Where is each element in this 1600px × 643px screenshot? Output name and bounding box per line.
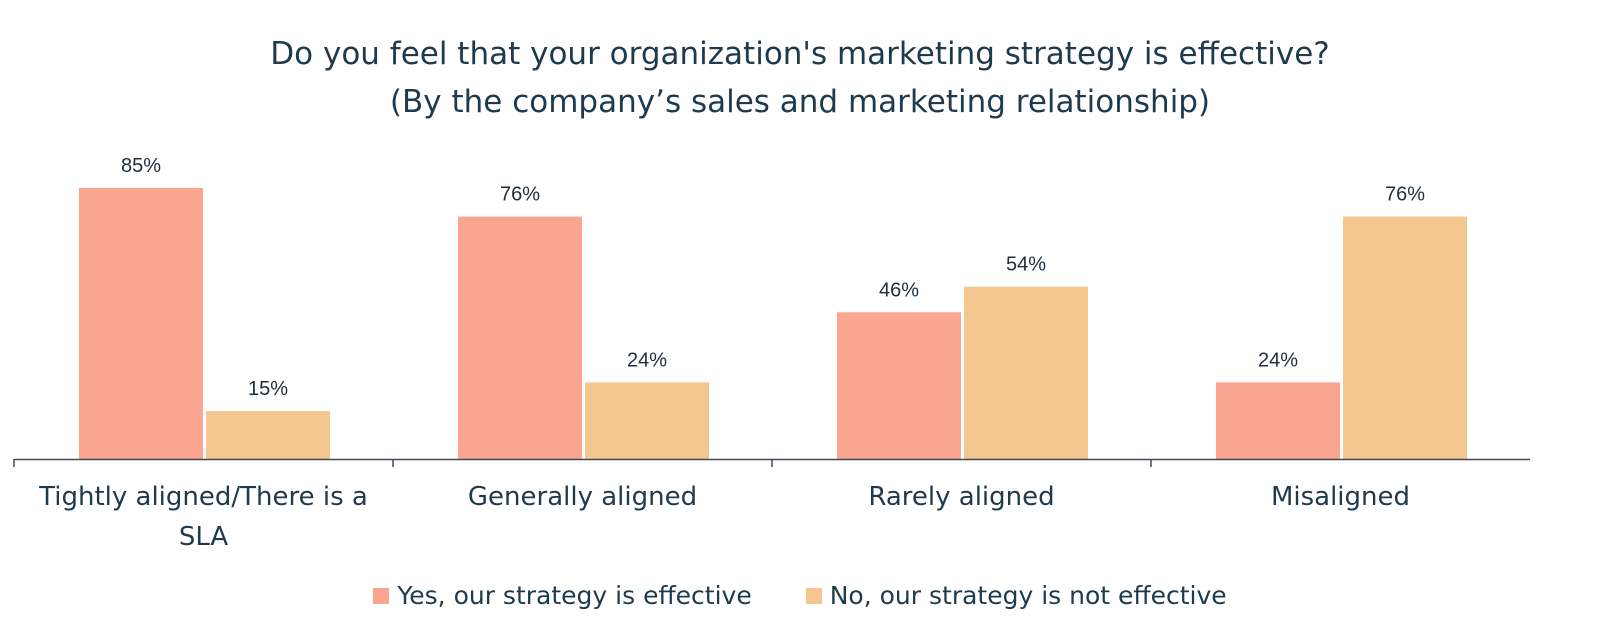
chart-title: Do you feel that your organization's mar… — [270, 36, 1330, 72]
x-tick-label-line: Tightly aligned/There is a — [38, 482, 368, 512]
x-tick-label-line: SLA — [179, 522, 229, 552]
x-tick-label-3: Rarely aligned — [868, 482, 1054, 512]
data-label-no-1: 15% — [248, 378, 288, 400]
x-tick-label-4: Misaligned — [1271, 482, 1410, 512]
x-tick-label-line: Generally aligned — [468, 482, 697, 512]
x-tick-label-1: Tightly aligned/There is a SLA — [38, 482, 368, 552]
bar-yes-4 — [1216, 382, 1340, 459]
data-label-no-2: 24% — [627, 349, 667, 371]
chart-subtitle: (By the company’s sales and marketing re… — [389, 84, 1211, 120]
x-tick-label-line: Misaligned — [1271, 482, 1410, 512]
legend-swatch-no — [805, 587, 822, 604]
x-tick-label-2: Generally aligned — [468, 482, 697, 512]
legend-swatch-yes — [373, 587, 390, 604]
bar-yes-2 — [458, 216, 582, 459]
legend-item-yes: Yes, our strategy is effective — [373, 581, 752, 610]
bar-no-1 — [206, 411, 330, 459]
x-tick-label-line: Rarely aligned — [868, 482, 1054, 512]
bar-no-4 — [1343, 216, 1467, 459]
legend-label-yes: Yes, our strategy is effective — [397, 581, 752, 610]
chart-title-block: Do you feel that your organization's mar… — [0, 30, 1600, 126]
legend-label-no: No, our strategy is not effective — [829, 581, 1227, 610]
data-label-yes-2: 76% — [500, 184, 540, 206]
bar-no-2 — [585, 382, 709, 459]
bar-yes-1 — [79, 187, 203, 459]
legend-item-no: No, our strategy is not effective — [805, 581, 1227, 610]
data-label-yes-4: 24% — [1258, 349, 1298, 371]
legend: Yes, our strategy is effective No, our s… — [0, 581, 1600, 610]
data-label-no-3: 54% — [1006, 254, 1046, 276]
data-label-yes-1: 85% — [121, 155, 161, 177]
data-label-no-4: 76% — [1385, 184, 1425, 206]
data-label-yes-3: 46% — [879, 279, 919, 301]
bar-chart: 85% 15% 76% 24% 46% 54% 24% 76% Tightly aligned/… — [13, 155, 1530, 552]
bar-no-3 — [964, 286, 1088, 459]
bar-yes-3 — [837, 312, 961, 459]
